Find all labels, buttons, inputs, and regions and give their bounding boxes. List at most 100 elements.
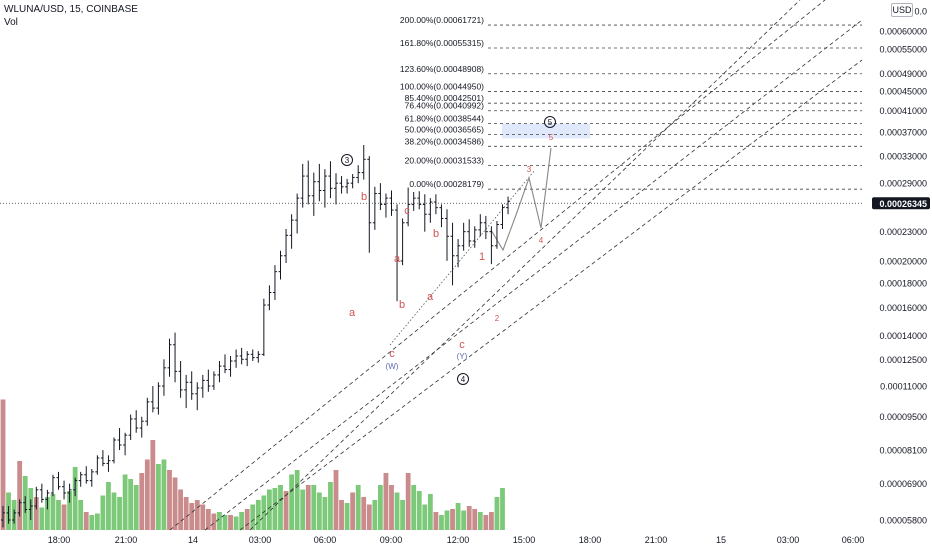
- price-axis: 0.00005800 0.00006900 0.00008100 0.00009500…: [879, 7, 927, 526]
- volume-bar: [211, 513, 217, 530]
- channel-line: [249, 0, 801, 531]
- volume-bar: [305, 485, 311, 530]
- volume-bar: [56, 500, 61, 530]
- fib-levels: 200.00%(0.00061721) 161.80%(0.00055315) 12…: [400, 15, 862, 190]
- channel-line: [169, 0, 826, 531]
- price-tick-label: 0.00033000: [879, 152, 927, 162]
- volume-bar: [366, 504, 372, 530]
- price-tick-label: 0.00045000: [879, 87, 927, 97]
- price-tick-label: 0.00018000: [879, 278, 927, 288]
- fib-level-label: 85.40%(0.00042501): [405, 93, 485, 103]
- fib-level-label: 76.40%(0.00040992): [405, 101, 485, 111]
- projected-wave-path: [490, 147, 552, 252]
- volume-bar: [427, 494, 433, 530]
- price-tick-label: 0.00014000: [879, 331, 927, 341]
- price-tick-label: 0.00009500: [879, 412, 927, 422]
- volume-bar: [83, 512, 89, 530]
- time-tick-label: 06:00: [314, 535, 337, 545]
- wave-label: b: [433, 228, 439, 240]
- volume-bar: [50, 494, 56, 530]
- volume-bar: [344, 503, 350, 530]
- volume-bar: [189, 503, 195, 530]
- fib-level-label: 100.00%(0.00044950): [400, 81, 484, 91]
- volume-bar: [378, 485, 383, 530]
- volume-bar: [89, 515, 95, 530]
- price-tick-label: 0.00037000: [879, 128, 927, 138]
- wave-label: c: [389, 348, 395, 360]
- volume-bar: [144, 459, 150, 530]
- time-axis: 18:00 21:00 14 03:00 06:00 09:00 12:00 15:00 18:…: [48, 535, 865, 545]
- volume-bar: [200, 504, 206, 530]
- volume-bar: [61, 504, 67, 530]
- volume-bar: [483, 515, 489, 530]
- volume-bar: [289, 474, 294, 530]
- volume-label: Vol: [4, 17, 18, 28]
- volume-bar: [461, 510, 467, 530]
- price-tick-label: 0.00041000: [879, 106, 927, 116]
- volume-bar: [439, 515, 444, 530]
- volume-bar: [267, 489, 272, 530]
- volume-bar: [117, 497, 122, 530]
- volume-bar: [178, 489, 183, 530]
- candles: [1, 145, 511, 528]
- volume-bar: [194, 500, 200, 530]
- fib-level-label: 123.60%(0.00048908): [400, 64, 484, 74]
- volume-bar: [389, 485, 394, 530]
- wave-label: 1: [479, 251, 485, 263]
- wave-label: c: [459, 339, 465, 351]
- wave-label: a: [349, 307, 356, 319]
- channel-line: [389, 169, 536, 346]
- price-tick-label: 0.00055000: [879, 45, 927, 55]
- wave-label-circle: [544, 116, 556, 128]
- wave-label: (W): [386, 362, 399, 371]
- wave-label-circle: [341, 154, 353, 166]
- time-tick-label: 21:00: [645, 535, 668, 545]
- wave-label: 5: [549, 133, 554, 142]
- wave-label: 5: [548, 118, 553, 127]
- volume-bar: [111, 492, 117, 530]
- volume-bar: [394, 492, 400, 530]
- volume-bars: [0, 399, 505, 530]
- volume-bar: [450, 509, 455, 530]
- volume-bar: [205, 509, 211, 530]
- price-tick-label: 0.00012500: [879, 355, 927, 365]
- time-tick-label: 09:00: [380, 535, 403, 545]
- volume-bar: [416, 491, 422, 530]
- volume-bar: [444, 510, 450, 530]
- wave-label: 2: [495, 314, 500, 323]
- volume-bar: [45, 497, 50, 530]
- volume-bar: [316, 492, 322, 530]
- volume-bar: [67, 491, 72, 530]
- fib-level-label: 61.80%(0.00038544): [405, 114, 485, 124]
- time-tick-label: 18:00: [579, 535, 602, 545]
- volume-bar: [477, 512, 483, 530]
- wave-label: (Y): [457, 352, 468, 361]
- time-tick-label: 18:00: [48, 535, 71, 545]
- volume-bar: [78, 500, 84, 530]
- price-tick-label: 0.00016000: [879, 303, 927, 313]
- time-tick-label: 15: [716, 535, 726, 545]
- wave-label: 4: [461, 375, 466, 384]
- price-tick-label: 0.00008100: [879, 446, 927, 456]
- volume-bar: [244, 509, 250, 530]
- price-tick-label: 0.00023000: [879, 227, 927, 237]
- volume-bar: [233, 516, 239, 530]
- volume-bar: [433, 512, 439, 530]
- wave-label: 3: [345, 156, 350, 165]
- last-price-label: 0.00026345: [879, 199, 927, 209]
- volume-bar: [278, 485, 283, 530]
- time-tick-label: 03:00: [777, 535, 800, 545]
- wave-label: a: [427, 291, 434, 303]
- volume-bar: [239, 512, 245, 530]
- price-tick-label: 0.00005800: [879, 516, 927, 526]
- volume-bar: [17, 461, 23, 530]
- fib-level-label: 20.00%(0.00031533): [405, 156, 485, 166]
- fib-level-label: 50.00%(0.00036565): [405, 125, 485, 135]
- currency-badge[interactable]: USD: [891, 3, 913, 17]
- volume-bar: [172, 477, 178, 530]
- volume-bar: [72, 467, 78, 530]
- volume-bar: [228, 515, 233, 530]
- wave-label: b: [399, 299, 405, 311]
